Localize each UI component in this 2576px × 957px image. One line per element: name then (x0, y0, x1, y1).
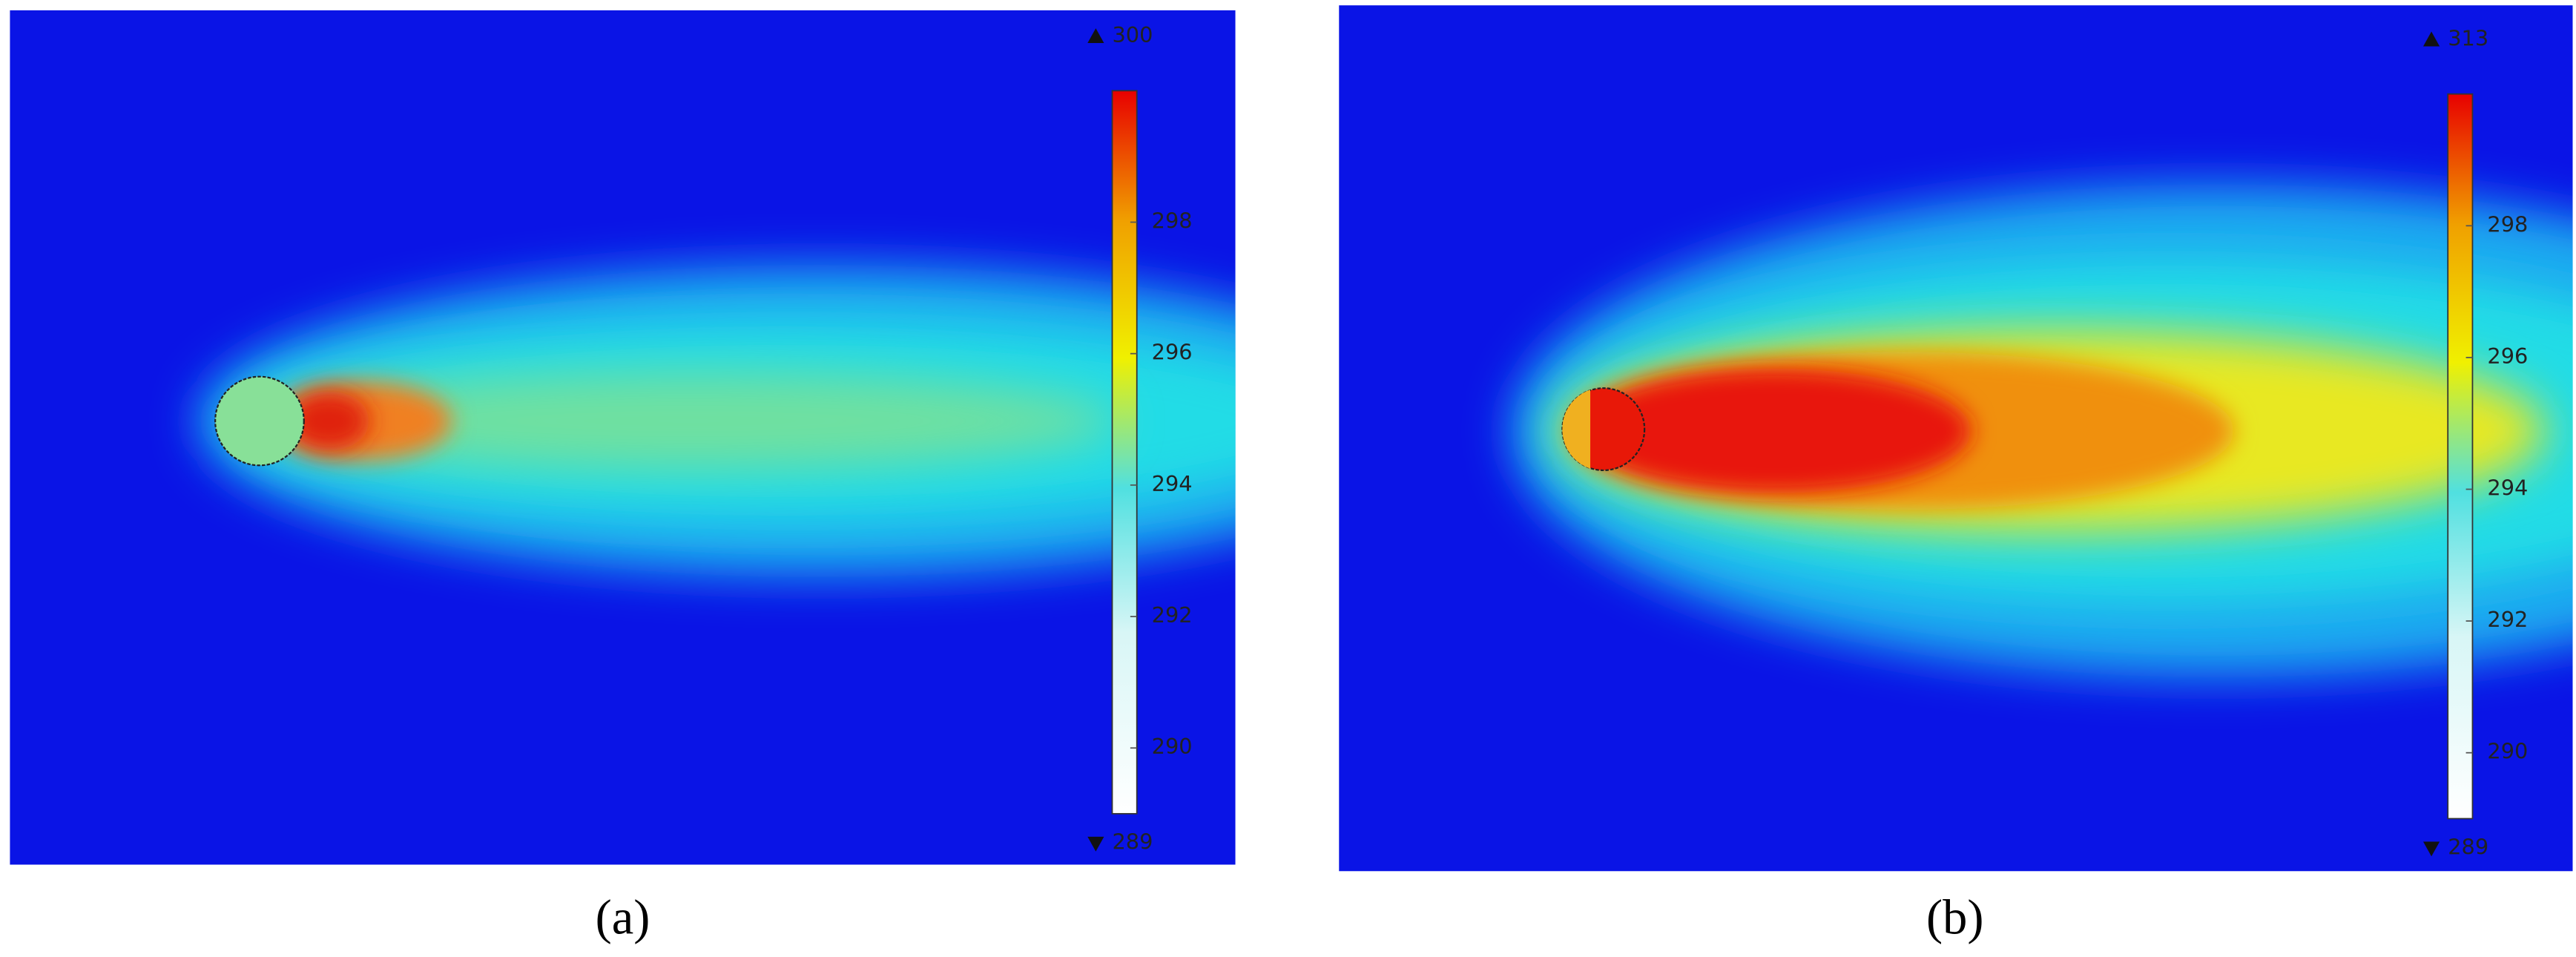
tick-label: 292 (1152, 602, 1193, 628)
tick-label: 292 (2487, 607, 2528, 632)
field-b (1339, 5, 2573, 872)
min-arrow (1087, 836, 1104, 852)
panel-label: (b) (1926, 890, 1983, 944)
min-arrow (2423, 841, 2440, 857)
colorbar (2447, 93, 2474, 820)
min-label: 289 (2448, 834, 2488, 859)
max-label: 300 (1113, 22, 1153, 47)
field-a (10, 10, 1236, 865)
colorbar (1111, 90, 1138, 815)
tick-label: 290 (1152, 734, 1193, 759)
panel-label: (a) (596, 890, 650, 944)
max-arrow (2423, 31, 2440, 47)
tick-label: 290 (2487, 739, 2528, 764)
tick-label: 296 (1152, 340, 1193, 365)
min-label: 289 (1113, 829, 1153, 855)
tick-label: 298 (1152, 208, 1193, 233)
tick-label: 298 (2487, 211, 2528, 237)
tick-label: 296 (2487, 343, 2528, 369)
tick-label: 294 (2487, 475, 2528, 500)
tick-label: 294 (1152, 471, 1193, 496)
max-arrow (1087, 28, 1104, 44)
max-label: 313 (2448, 26, 2488, 51)
